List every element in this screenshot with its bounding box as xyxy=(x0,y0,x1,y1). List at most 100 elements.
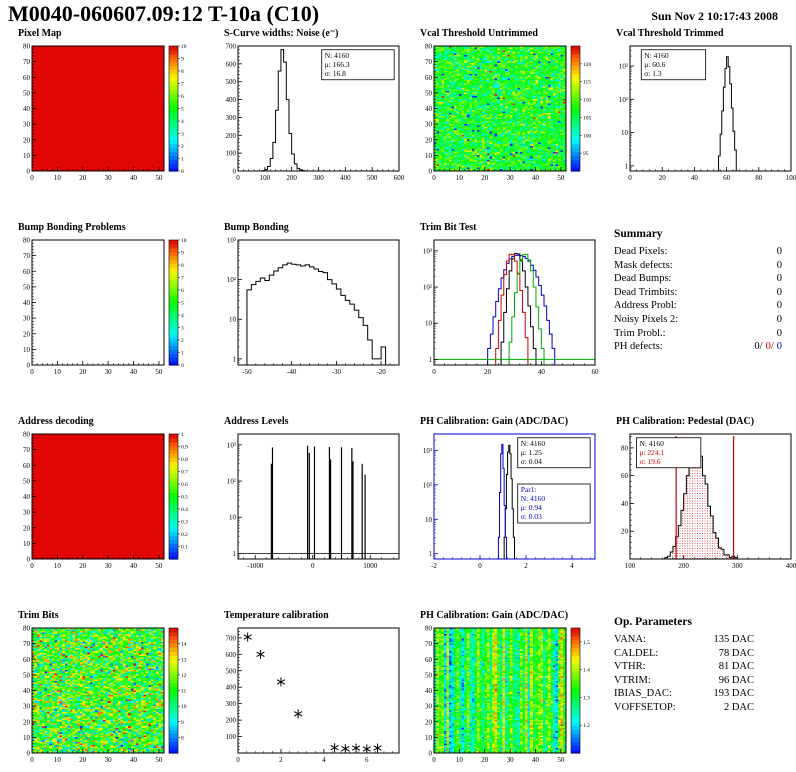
svg-text:5: 5 xyxy=(181,107,184,113)
svg-text:30: 30 xyxy=(23,703,31,711)
svg-text:60: 60 xyxy=(621,472,629,480)
plot-trim-bits: Trim Bits 0 10 20 30 40 50 0 10 20 30 40 50 60 70 80 8 9… xyxy=(6,610,198,769)
svg-text:9: 9 xyxy=(181,720,184,726)
summary-row: Trim Probl.: 0 xyxy=(614,327,782,341)
plot-title: PH Calibration: Gain (ADC/DAC) xyxy=(420,416,569,427)
summary-heading: Summary xyxy=(614,228,663,240)
svg-text:μ: 0.94: μ: 0.94 xyxy=(521,503,542,512)
svg-text:30: 30 xyxy=(105,756,113,764)
svg-text:1: 1 xyxy=(429,550,433,558)
svg-text:-20: -20 xyxy=(376,368,386,376)
svg-text:-40: -40 xyxy=(287,368,297,376)
svg-text:70: 70 xyxy=(425,58,433,66)
svg-text:2: 2 xyxy=(524,562,528,570)
plot-title: Vcal Threshold Untrimmed xyxy=(420,28,538,39)
svg-text:0.4: 0.4 xyxy=(181,507,188,513)
svg-text:20: 20 xyxy=(481,756,489,764)
svg-text:200: 200 xyxy=(226,717,237,725)
svg-text:3: 3 xyxy=(181,326,184,332)
summary-label: Dead Bumps: xyxy=(614,273,672,285)
svg-text:0: 0 xyxy=(27,168,31,176)
svg-text:9: 9 xyxy=(181,57,184,63)
svg-text:0: 0 xyxy=(27,750,31,758)
svg-text:80: 80 xyxy=(23,431,31,439)
svg-text:30: 30 xyxy=(23,121,31,129)
svg-text:20: 20 xyxy=(23,524,31,532)
svg-text:10³: 10³ xyxy=(423,247,432,255)
svg-text:20: 20 xyxy=(425,718,433,726)
svg-text:N: 4160: N: 4160 xyxy=(644,51,669,60)
svg-text:10: 10 xyxy=(54,562,62,570)
svg-text:0.3: 0.3 xyxy=(181,520,188,526)
vcal-trimmed-plot: 0 20 40 60 80 100 1 10 10² 10³ N: 4160 μ: 60.6 σ: 1.… xyxy=(604,42,796,187)
svg-text:80: 80 xyxy=(621,444,629,452)
svg-text:70: 70 xyxy=(23,640,31,648)
svg-text:0: 0 xyxy=(432,756,436,764)
svg-text:8: 8 xyxy=(181,735,184,741)
svg-text:50: 50 xyxy=(155,368,163,376)
plot-title: Trim Bit Test xyxy=(420,222,477,233)
svg-text:-1000: -1000 xyxy=(247,562,264,570)
svg-text:30: 30 xyxy=(105,368,113,376)
svg-text:120: 120 xyxy=(583,62,592,68)
svg-text:500: 500 xyxy=(367,174,378,182)
plot-title: Address Levels xyxy=(224,416,289,427)
svg-text:8: 8 xyxy=(181,69,184,75)
svg-text:40: 40 xyxy=(621,500,629,508)
svg-text:50: 50 xyxy=(557,174,565,182)
temperature-calibration-plot: 0 2 4 6 100 200 300 400 500 600 700 xyxy=(212,624,404,769)
op-param-label: VANA: xyxy=(614,634,646,645)
svg-text:0: 0 xyxy=(233,168,237,176)
svg-text:14: 14 xyxy=(181,642,187,648)
scurve-noise-plot: 0 100 200 300 400 500 600 0 100 200 300 400 500 600 70… xyxy=(212,42,405,187)
svg-text:50: 50 xyxy=(23,89,31,97)
svg-text:40: 40 xyxy=(538,368,546,376)
svg-text:30: 30 xyxy=(425,703,433,711)
svg-text:-50: -50 xyxy=(242,368,252,376)
svg-text:σ: 0.04: σ: 0.04 xyxy=(521,457,542,466)
svg-text:0: 0 xyxy=(30,562,34,570)
svg-text:60: 60 xyxy=(592,368,600,376)
svg-text:500: 500 xyxy=(226,667,237,675)
svg-text:60: 60 xyxy=(425,74,433,82)
summary-row: Dead Trimbits: 0 xyxy=(614,286,782,300)
summary-value: 0 xyxy=(776,313,782,325)
summary-value: 0 xyxy=(776,327,782,339)
summary-row: Address Probl: 0 xyxy=(614,299,782,313)
svg-text:60: 60 xyxy=(723,174,731,182)
svg-text:3: 3 xyxy=(181,132,184,138)
svg-text:20: 20 xyxy=(79,174,87,182)
svg-text:30: 30 xyxy=(105,174,113,182)
ph-defects-value: 0/ xyxy=(754,341,763,353)
svg-text:10: 10 xyxy=(456,174,464,182)
svg-text:100: 100 xyxy=(625,562,636,570)
svg-text:1: 1 xyxy=(233,550,237,558)
svg-text:10: 10 xyxy=(181,704,187,710)
svg-text:-2: -2 xyxy=(431,562,437,570)
svg-text:600: 600 xyxy=(226,60,237,68)
ph-pedestal-plot: 100 200 300 400 20 40 60 80 N: 4160 μ: 224.1 σ: 19… xyxy=(604,430,796,575)
svg-text:2: 2 xyxy=(279,756,283,764)
svg-text:30: 30 xyxy=(507,756,515,764)
svg-text:20: 20 xyxy=(425,136,433,144)
svg-text:600: 600 xyxy=(394,174,404,182)
svg-text:0: 0 xyxy=(311,562,315,570)
svg-text:9: 9 xyxy=(181,251,184,257)
svg-text:0: 0 xyxy=(181,169,184,175)
svg-text:20: 20 xyxy=(23,330,31,338)
svg-text:40: 40 xyxy=(23,687,31,695)
op-param-value: 78 DAC xyxy=(718,647,754,659)
svg-text:0.1: 0.1 xyxy=(181,545,188,551)
svg-text:20: 20 xyxy=(659,174,667,182)
svg-text:70: 70 xyxy=(23,252,31,260)
svg-text:400: 400 xyxy=(226,96,237,104)
svg-text:10²: 10² xyxy=(423,481,432,489)
op-param-label: VOFFSETOP: xyxy=(614,701,676,713)
svg-text:12: 12 xyxy=(181,673,187,679)
svg-text:80: 80 xyxy=(23,43,31,51)
op-param-label: CALDEL: xyxy=(614,647,659,659)
bump-bonding-plot: -50 -40 -30 -20 1 10 10² 10³ xyxy=(212,236,404,381)
summary-label: Dead Pixels: xyxy=(614,246,668,257)
svg-text:10²: 10² xyxy=(227,276,236,284)
op-param-row: VANA: 135 DAC xyxy=(614,633,754,647)
